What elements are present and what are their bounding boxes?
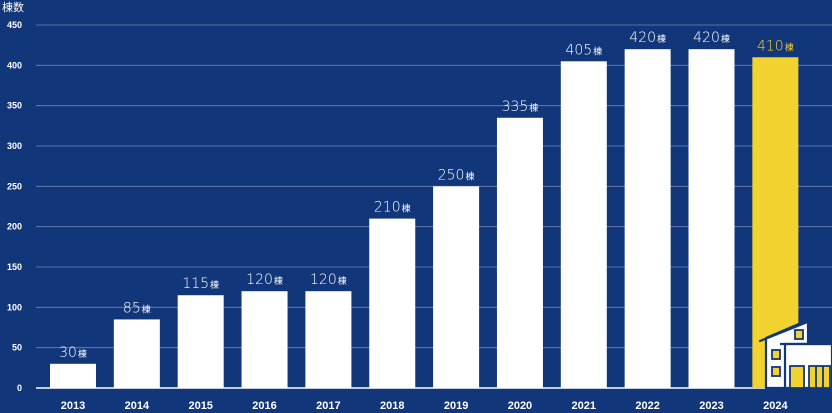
y-axis-ticks: 0 50 100 150 200 250 300 350 400 450 xyxy=(7,20,22,393)
y-tick-label: 350 xyxy=(7,101,22,111)
bar xyxy=(624,49,671,388)
x-tick-label: 2013 xyxy=(61,400,85,412)
data-label: 420棟 xyxy=(693,30,730,46)
data-label: 210棟 xyxy=(374,200,411,216)
data-label: 120棟 xyxy=(246,272,283,288)
bar xyxy=(50,363,96,388)
bar xyxy=(241,291,288,388)
data-label: 30棟 xyxy=(59,345,87,361)
data-labels: 30棟 85棟 115棟 120棟 120棟 210棟 250棟 335棟 405棟 420棟 42… xyxy=(59,30,794,361)
data-label: 85棟 xyxy=(123,300,151,316)
bar xyxy=(113,319,160,388)
bar xyxy=(688,49,735,388)
bar xyxy=(177,295,224,388)
bars xyxy=(50,49,799,389)
y-tick-label: 450 xyxy=(7,20,22,30)
y-tick-label: 400 xyxy=(7,60,22,70)
x-tick-label: 2016 xyxy=(252,400,276,412)
data-label: 120棟 xyxy=(310,272,347,288)
data-label: 420棟 xyxy=(629,30,666,46)
y-tick-label: 100 xyxy=(7,302,22,312)
y-tick-label: 200 xyxy=(7,222,22,232)
bar xyxy=(560,61,607,389)
y-tick-label: 50 xyxy=(12,343,22,353)
x-tick-label: 2018 xyxy=(380,400,404,412)
bar xyxy=(305,291,352,388)
x-tick-label: 2021 xyxy=(572,400,596,412)
data-label: 335棟 xyxy=(502,99,539,115)
x-tick-label: 2020 xyxy=(508,400,532,412)
data-label: 250棟 xyxy=(438,167,475,183)
x-axis-ticks: 2013 2014 2015 2016 2017 2018 2019 2020 2021 2022… xyxy=(61,400,789,412)
house-icon xyxy=(758,311,832,390)
x-tick-label: 2017 xyxy=(316,400,340,412)
y-tick-label: 250 xyxy=(7,181,22,191)
bar xyxy=(496,117,543,389)
x-tick-label: 2023 xyxy=(699,400,723,412)
y-axis-label: 棟数 xyxy=(2,0,24,14)
data-label: 405棟 xyxy=(565,42,602,58)
x-tick-label: 2019 xyxy=(444,400,468,412)
data-label: 410棟 xyxy=(757,38,794,54)
data-label: 115棟 xyxy=(182,276,219,292)
x-tick-label: 2014 xyxy=(125,400,150,412)
x-tick-label: 2024 xyxy=(763,400,788,412)
y-tick-label: 300 xyxy=(7,141,22,151)
x-tick-label: 2022 xyxy=(635,400,659,412)
y-tick-label: 150 xyxy=(7,262,22,272)
bar xyxy=(369,218,416,388)
x-tick-label: 2015 xyxy=(188,400,212,412)
y-tick-label: 0 xyxy=(17,383,22,393)
bar xyxy=(433,186,480,388)
